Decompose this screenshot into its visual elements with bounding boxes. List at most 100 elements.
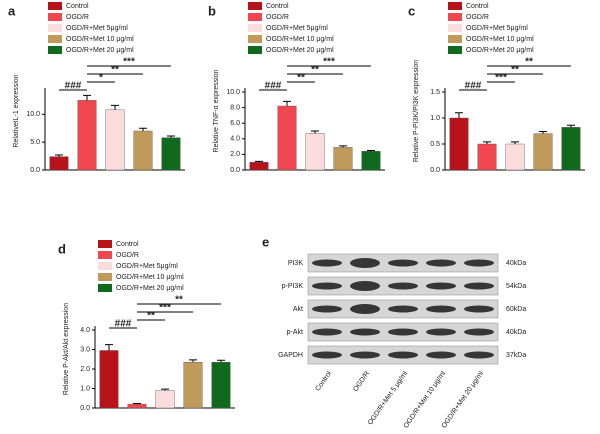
bar	[561, 127, 581, 171]
band	[388, 351, 418, 359]
y-tick-label: 6.0	[230, 120, 240, 127]
significance-label: *	[99, 73, 103, 84]
legend-label: OGD/R+Met 20 μg/ml	[116, 285, 184, 292]
band	[426, 259, 456, 267]
legend-swatch	[248, 13, 262, 21]
lane-label: OGD/R+Met 10 μg/ml	[403, 370, 448, 430]
y-axis-label: Relative TNF-α expression	[213, 69, 220, 152]
lane-label: OGD/R+Met 5 μg/ml	[367, 370, 410, 427]
legend-label: OGD/R+Met 5μg/ml	[266, 25, 328, 32]
significance-label: **	[311, 65, 319, 76]
y-axis-label: RelativeIL-1 expression	[13, 74, 20, 147]
band	[350, 281, 380, 291]
significance-label: ###	[465, 81, 482, 92]
legend-label: OGD/R+Met 10 μg/ml	[66, 36, 134, 43]
legend-label: OGD/R	[466, 14, 489, 21]
size-label: 40kDa	[506, 329, 526, 336]
bar	[449, 117, 469, 171]
band	[388, 259, 418, 267]
y-tick-label: 4.0	[80, 327, 90, 334]
error-bar	[133, 403, 141, 405]
bar	[477, 143, 497, 171]
legend-swatch	[48, 2, 62, 10]
protein-label: p-Akt	[287, 329, 303, 336]
y-tick-label: 10.0	[26, 111, 40, 118]
bar	[533, 133, 553, 171]
error-bar	[189, 359, 197, 363]
error-bar	[367, 150, 375, 152]
band	[388, 328, 418, 336]
legend-label: OGD/R+Met 5μg/ml	[116, 263, 178, 270]
legend-label: Control	[266, 3, 289, 10]
band	[464, 259, 494, 267]
y-axis-label: Relative P-Akt/Akt expression	[63, 303, 70, 395]
y-tick-label: 0.0	[230, 167, 240, 174]
bar	[183, 361, 203, 409]
legend-swatch	[98, 284, 112, 292]
significance-label: **	[297, 73, 305, 84]
legend-swatch	[248, 35, 262, 43]
y-tick-label: 0.0	[80, 405, 90, 412]
size-label: 60kDa	[506, 306, 526, 313]
band	[426, 305, 456, 313]
error-bar	[83, 94, 91, 101]
significance-label: **	[175, 295, 183, 306]
y-tick-label: 8.0	[230, 104, 240, 111]
legend-swatch	[48, 24, 62, 32]
error-bar	[539, 131, 547, 134]
band	[350, 258, 380, 268]
panel-label: e	[262, 234, 269, 249]
bar	[133, 130, 153, 171]
protein-label: Akt	[293, 306, 303, 313]
error-bar	[455, 112, 463, 118]
significance-label: **	[511, 65, 519, 76]
band	[464, 351, 494, 359]
band	[312, 351, 342, 359]
size-label: 40kDa	[506, 260, 526, 267]
band	[426, 351, 456, 359]
y-tick-label: 4.0	[230, 136, 240, 143]
legend-label: OGD/R	[116, 252, 139, 259]
panel-label: b	[208, 3, 216, 18]
y-tick-label: 3.0	[80, 346, 90, 353]
band	[312, 328, 342, 336]
y-tick-label: 5.0	[30, 139, 40, 146]
size-label: 54kDa	[506, 283, 526, 290]
band	[426, 328, 456, 336]
bar	[127, 403, 147, 409]
legend-swatch	[98, 251, 112, 259]
bar	[161, 137, 181, 171]
legend-swatch	[98, 273, 112, 281]
significance-label: ###	[115, 319, 132, 330]
legend-swatch	[448, 13, 462, 21]
error-bar	[511, 141, 519, 144]
error-bar	[55, 154, 63, 157]
y-tick-label: 2.0	[80, 366, 90, 373]
legend-label: Control	[466, 3, 489, 10]
error-bar	[483, 141, 491, 144]
legend-swatch	[48, 13, 62, 21]
y-tick-label: 2.0	[230, 151, 240, 158]
y-tick-label: 10.0	[226, 89, 240, 96]
legend-swatch	[48, 35, 62, 43]
legend-label: OGD/R+Met 5μg/ml	[66, 25, 128, 32]
y-tick-label: 1.5	[430, 89, 440, 96]
bar	[49, 156, 69, 171]
error-bar	[283, 100, 291, 107]
bar	[333, 147, 353, 171]
legend-swatch	[448, 46, 462, 54]
legend-label: OGD/R+Met 10 μg/ml	[266, 36, 334, 43]
lane-label: OGD/R	[352, 370, 371, 393]
band	[426, 282, 456, 290]
legend-swatch	[248, 24, 262, 32]
lane-label: Control	[314, 370, 333, 393]
error-bar	[105, 344, 113, 351]
significance-label: **	[525, 57, 533, 68]
significance-label: ***	[323, 57, 335, 68]
legend-label: OGD/R	[266, 14, 289, 21]
legend-label: OGD/R+Met 5μg/ml	[466, 25, 528, 32]
error-bar	[255, 160, 263, 163]
significance-label: ***	[123, 57, 135, 68]
legend-label: OGD/R+Met 20 μg/ml	[66, 47, 134, 54]
bar	[505, 143, 525, 171]
